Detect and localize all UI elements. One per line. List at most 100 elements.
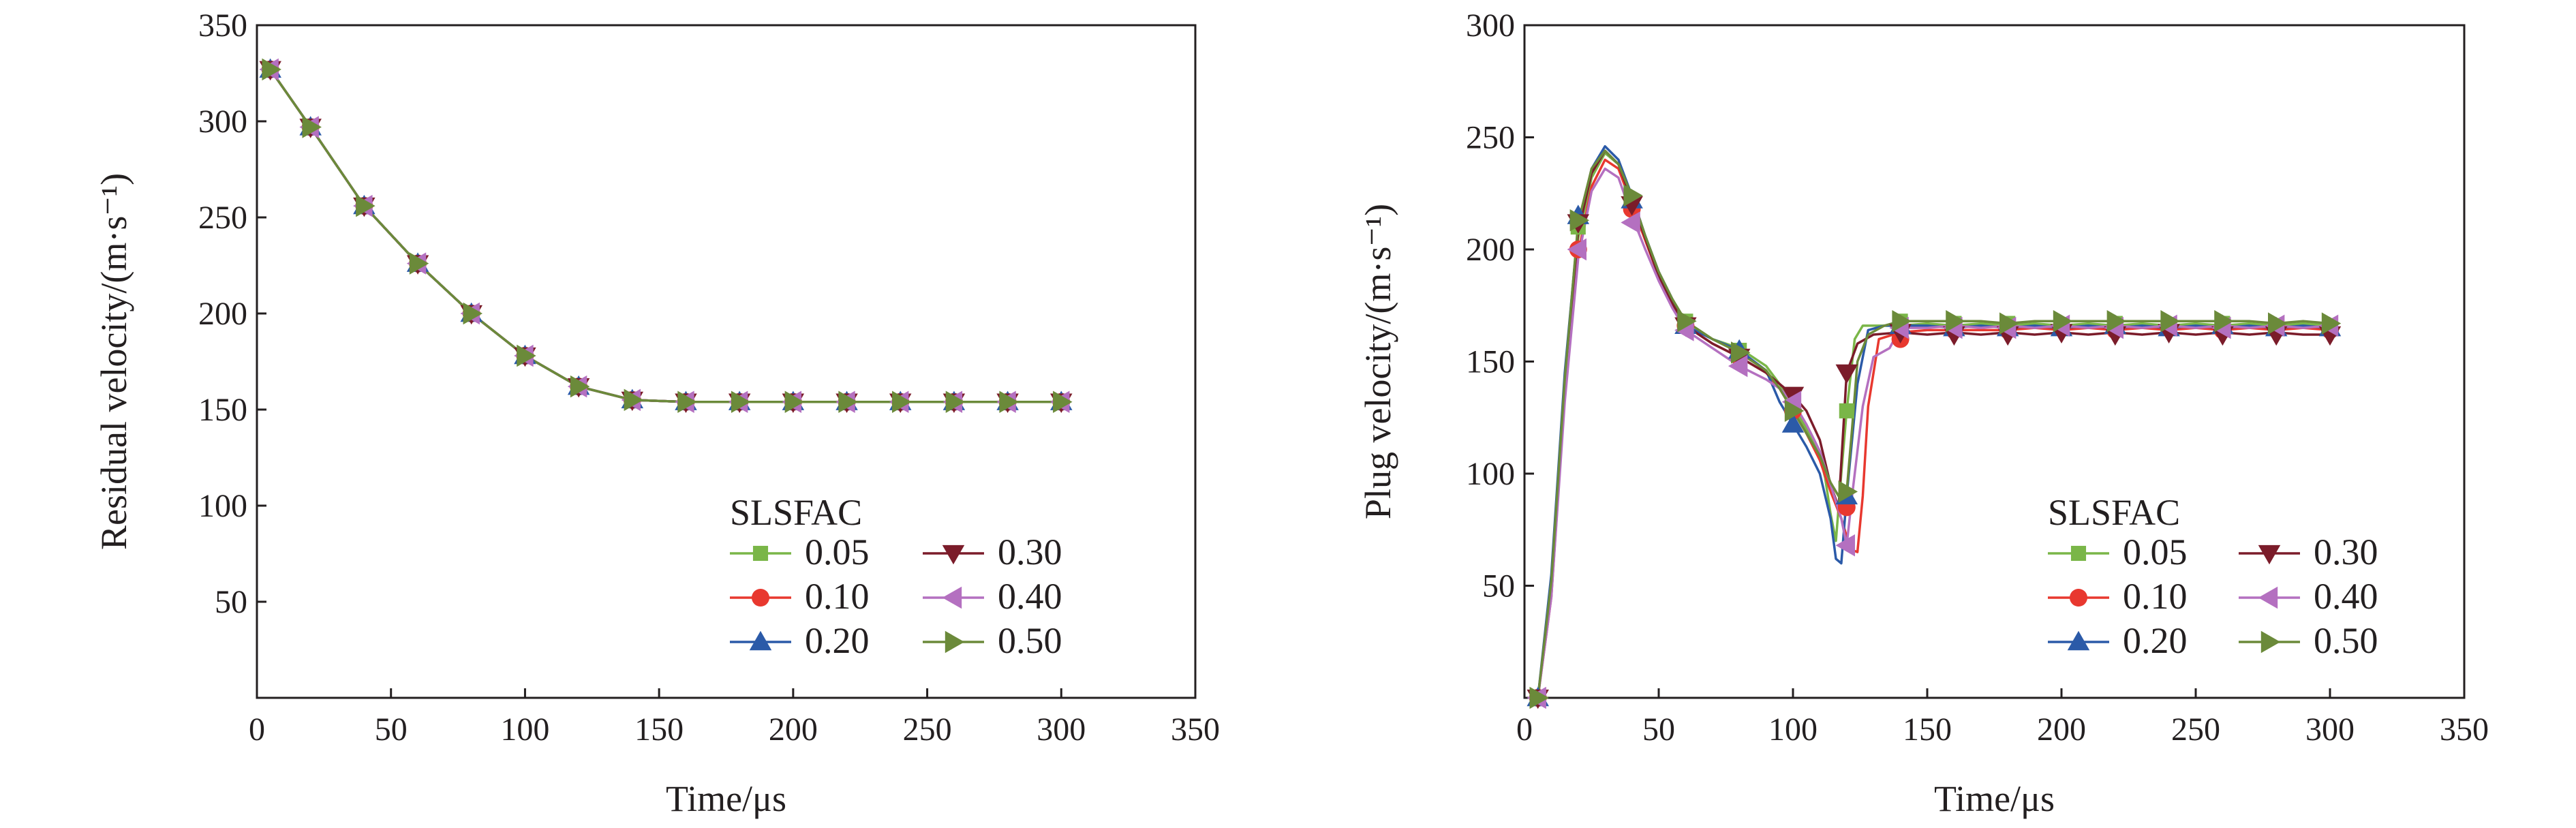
legend-item: 0.20 <box>2048 620 2188 661</box>
x-tick-label: 0 <box>1516 711 1533 748</box>
legend-swatch-marker <box>749 630 772 651</box>
legend-label: 0.30 <box>998 532 1062 572</box>
data-point <box>1839 403 1854 418</box>
data-point <box>262 58 281 81</box>
legend-item: 0.10 <box>730 576 870 617</box>
legend-item: 0.05 <box>730 532 870 572</box>
x-tick-label: 100 <box>500 711 549 748</box>
legend: SLSFAC 0.050.100.20 0.300.400.50 <box>2048 492 2378 661</box>
data-point <box>945 390 966 413</box>
x-axis-ticks: 0 50 100 150 200 250 300 350 <box>1516 688 2489 748</box>
data-point <box>1621 211 1640 234</box>
series-line-0.20 <box>1536 144 2331 699</box>
legend-label: 0.05 <box>805 532 870 572</box>
data-point <box>1677 310 1697 333</box>
legend-item: 0.20 <box>730 620 870 661</box>
legend-title: SLSFAC <box>2048 492 2180 533</box>
series-line-0.40 <box>1536 167 2331 699</box>
y-axis-label: Residual velocity/(m·s⁻¹) <box>93 173 134 550</box>
legend-item: 0.10 <box>2048 576 2188 617</box>
y-tick-label: 50 <box>215 584 247 620</box>
x-tick-label: 150 <box>1903 711 1952 748</box>
x-tick-label: 300 <box>2305 711 2355 748</box>
series-line-0.05 <box>269 68 1062 403</box>
data-point <box>1838 480 1858 503</box>
x-tick-label: 100 <box>1768 711 1818 748</box>
legend-label: 0.40 <box>998 576 1062 617</box>
legend-item: 0.05 <box>2048 532 2188 572</box>
legend-swatch-marker <box>752 545 769 562</box>
y-tick-label: 100 <box>1466 456 1515 492</box>
plot-frame <box>256 24 1197 699</box>
data-point <box>463 302 482 325</box>
y-axis-ticks: 50 100 150 200 250 300 350 <box>198 7 266 620</box>
x-tick-label: 50 <box>1642 711 1675 748</box>
series-group <box>1527 144 2342 709</box>
legend-label: 0.10 <box>805 576 870 617</box>
data-point <box>517 344 536 367</box>
series-line-0.40 <box>269 68 1062 403</box>
data-point <box>1529 686 1549 709</box>
data-point <box>1731 341 1751 364</box>
data-point <box>2214 310 2234 333</box>
x-axis-label: Time/μs <box>1934 778 2055 819</box>
x-axis-label: Time/μs <box>666 778 786 819</box>
data-point <box>1781 413 1805 433</box>
legend-label: 0.10 <box>2123 576 2188 617</box>
data-point <box>677 390 697 413</box>
x-tick-label: 50 <box>375 711 408 748</box>
legend-swatch-marker <box>2070 545 2087 562</box>
series-line-0.30 <box>1536 149 2330 699</box>
data-point <box>999 390 1019 413</box>
data-point <box>1569 209 1590 232</box>
data-point <box>624 388 644 412</box>
legend-swatch-marker <box>942 586 962 609</box>
legend-label: 0.20 <box>805 620 870 661</box>
data-point <box>1835 364 1858 384</box>
x-tick-label: 250 <box>903 711 952 748</box>
data-point <box>302 116 322 138</box>
series-line-0.50 <box>269 68 1062 403</box>
legend-swatch-marker <box>752 589 769 607</box>
legend-label: 0.40 <box>2314 576 2378 617</box>
series-line-0.05 <box>1536 151 2331 699</box>
data-point <box>2321 312 2342 335</box>
legend-title: SLSFAC <box>730 492 862 533</box>
data-point <box>356 194 375 217</box>
y-tick-label: 300 <box>1466 7 1515 44</box>
legend-item: 0.30 <box>923 532 1062 572</box>
series-line-0.20 <box>269 68 1062 403</box>
y-tick-label: 200 <box>1466 232 1515 268</box>
x-tick-label: 350 <box>2440 711 2489 748</box>
x-axis-ticks: 0 50 100 150 200 250 300 350 <box>249 688 1220 748</box>
data-point <box>570 375 590 398</box>
y-tick-label: 300 <box>198 104 247 140</box>
data-point <box>1835 534 1855 557</box>
data-point <box>1053 390 1073 413</box>
x-tick-label: 300 <box>1037 711 1086 748</box>
y-tick-label: 100 <box>198 488 247 524</box>
legend-swatch-marker <box>942 545 965 565</box>
legend-item: 0.50 <box>923 620 1062 661</box>
legend-item: 0.30 <box>2239 532 2378 572</box>
data-point <box>892 390 912 413</box>
legend-item: 0.50 <box>2239 620 2378 661</box>
legend-swatch-marker <box>2067 630 2090 651</box>
y-tick-label: 150 <box>1466 344 1515 380</box>
y-axis-label: Plug velocity/(m·s⁻¹) <box>1358 204 1398 519</box>
legend-label: 0.50 <box>998 620 1062 661</box>
residual-velocity-chart: 0 50 100 150 200 250 300 350 50 100 150 200 250 300 3… <box>93 7 1220 819</box>
legend-item: 0.40 <box>923 576 1062 617</box>
legend-label: 0.05 <box>2123 532 2188 572</box>
legend-swatch-marker <box>2260 630 2281 654</box>
data-point <box>2053 310 2073 333</box>
data-point <box>1784 399 1805 423</box>
data-point <box>1892 310 1912 333</box>
legend-label: 0.50 <box>2314 620 2378 661</box>
y-tick-label: 150 <box>198 392 247 428</box>
series-line-0.30 <box>269 68 1062 403</box>
x-tick-label: 250 <box>2171 711 2220 748</box>
y-tick-label: 250 <box>1466 120 1515 156</box>
y-axis-ticks: 50 100 150 200 250 300 <box>1466 7 1534 604</box>
